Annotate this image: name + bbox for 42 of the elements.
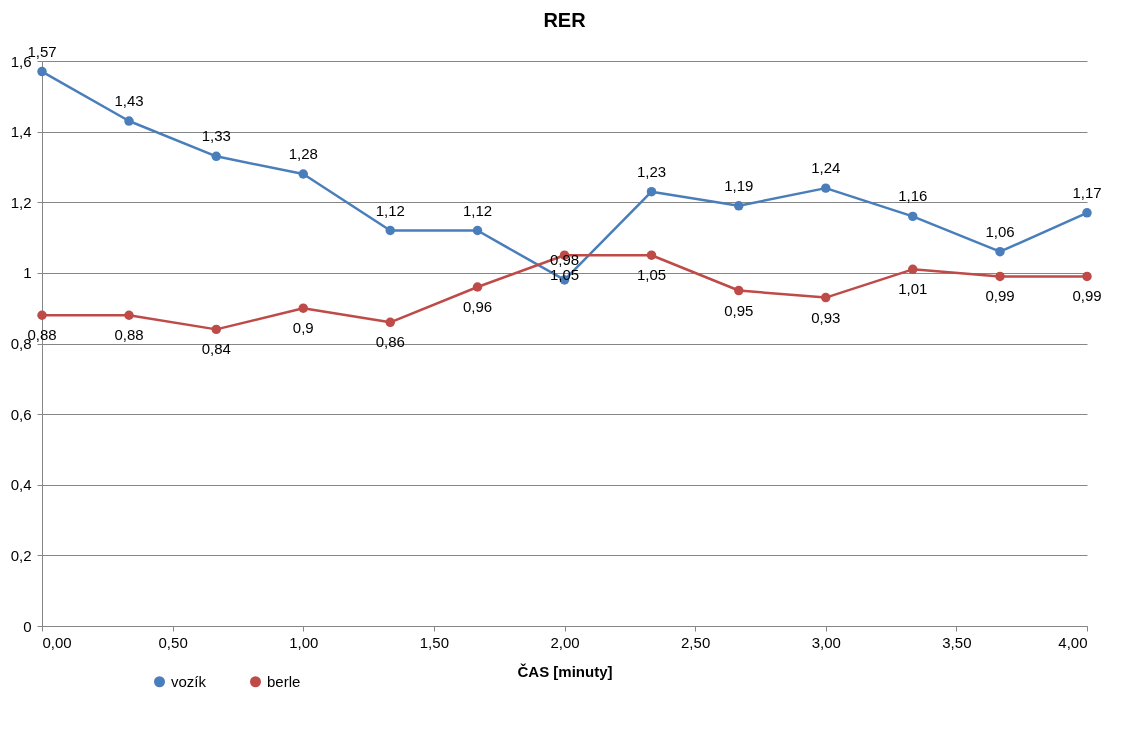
data-label: 1,12 [462, 201, 493, 219]
x-tick-label: 0,00 [42, 633, 72, 651]
data-label: 1,28 [288, 145, 318, 162]
data-label: 1,06 [985, 222, 1015, 240]
data-label: 0,84 [201, 340, 231, 358]
x-tick-label: 1,50 [419, 633, 449, 651]
y-tick-label: 1,2 [10, 193, 32, 211]
legend-label: berle [267, 672, 301, 690]
data-label: 1,24 [811, 159, 841, 177]
data-label: 1,23 [636, 162, 667, 180]
y-tick-label: 0,4 [10, 476, 32, 494]
data-label: 0,86 [375, 333, 405, 351]
data-label: 1,43 [114, 92, 144, 110]
data-label: 0,88 [114, 326, 144, 344]
x-tick-label: 4,00 [1058, 633, 1088, 651]
y-tick-label: 0,2 [10, 546, 32, 564]
chart-title: RER [543, 8, 587, 31]
y-tick-label: 1 [23, 264, 32, 282]
x-tick-label: 0,50 [158, 633, 188, 651]
data-label: 1,16 [898, 187, 928, 205]
data-label: 0,95 [724, 301, 754, 319]
y-tick-label: 0 [23, 617, 32, 635]
x-tick-label: 3,00 [811, 633, 841, 651]
data-label: 0,99 [1072, 287, 1102, 305]
y-tick-label: 0,6 [10, 405, 32, 423]
data-label: 0,9 [292, 319, 314, 337]
x-tick-label: 1,00 [289, 633, 319, 651]
data-label: 1,33 [201, 127, 231, 145]
y-tick-label: 1,4 [10, 123, 32, 141]
data-label: 1,05 [636, 266, 667, 284]
data-label: 0,99 [985, 287, 1015, 305]
data-label: 1,17 [1072, 183, 1102, 201]
data-label: 1,01 [898, 280, 928, 298]
x-tick-label: 3,50 [942, 633, 972, 651]
x-axis-title: ČAS [minuty] [517, 662, 613, 680]
data-label: 1,19 [724, 176, 754, 194]
x-tick-label: 2,50 [681, 633, 711, 651]
legend-label: vozík [171, 672, 207, 690]
data-label: 0,96 [462, 298, 493, 315]
x-tick-label: 2,00 [550, 633, 580, 651]
data-label: 0,93 [811, 308, 841, 326]
data-label: 1,12 [375, 201, 405, 219]
